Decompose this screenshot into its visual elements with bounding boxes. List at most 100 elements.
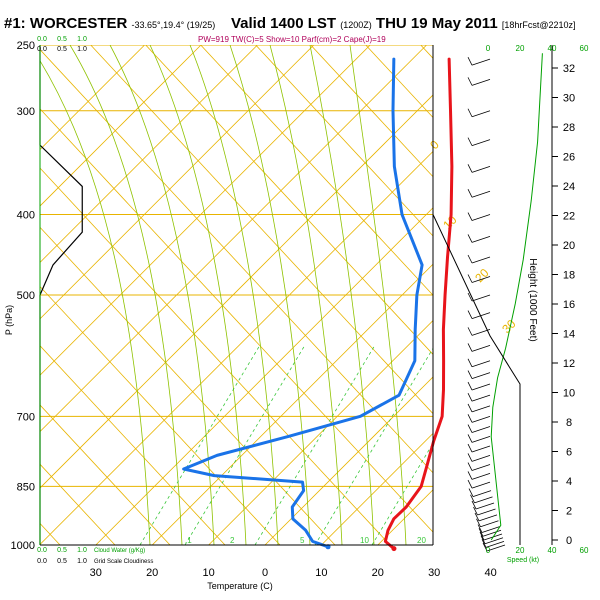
dry-adiabat bbox=[365, 45, 433, 119]
mixing-ratio-line bbox=[184, 344, 306, 545]
temperature-tick-label: 0 bbox=[262, 567, 268, 579]
wind-barb-flag bbox=[480, 535, 486, 544]
speed-axis-label: Speed (kt) bbox=[507, 557, 539, 564]
valid-time: Valid 1400 LST (1200Z) THU 19 May 2011 [… bbox=[231, 15, 576, 32]
wind-barb-flag bbox=[467, 462, 473, 471]
isotherm-line bbox=[40, 45, 145, 151]
pressure-tick-label: 700 bbox=[17, 411, 35, 423]
isotherm-line bbox=[547, 45, 600, 545]
wind-barb-flag bbox=[467, 381, 473, 391]
height-axis-label: Height (1000 Feet) bbox=[527, 258, 538, 341]
wind-barb-flag bbox=[467, 392, 473, 402]
wind-barb bbox=[471, 436, 491, 443]
dewpoint-line bbox=[182, 57, 424, 549]
wind-barb bbox=[471, 78, 491, 86]
height-tick-label: 10 bbox=[563, 388, 575, 400]
moist-adiabat bbox=[269, 45, 343, 545]
wind-barb bbox=[481, 526, 501, 533]
y-axis-label: P (hPa) bbox=[4, 305, 14, 335]
speed-tick-label: 20 bbox=[516, 546, 525, 555]
mixing-ratio-line bbox=[139, 344, 261, 545]
wind-barb bbox=[471, 464, 491, 471]
speed-tick-label: 20 bbox=[516, 44, 525, 53]
pressure-tick-label: 400 bbox=[17, 210, 35, 222]
wind-barb bbox=[471, 372, 491, 379]
wind-barb bbox=[471, 256, 491, 264]
height-tick-label: 6 bbox=[566, 447, 572, 459]
station-title: #1: WORCESTER -33.65°,19.4° (19/25) bbox=[4, 15, 215, 32]
wind-barb-flag bbox=[471, 500, 477, 510]
dry-adiabat bbox=[40, 285, 281, 545]
wind-barb-flag bbox=[467, 108, 473, 117]
cloud-water-label: Cloud Water (g/Kg) bbox=[94, 548, 145, 554]
isotherm-label: 0 bbox=[427, 137, 442, 152]
wind-barb-flag bbox=[467, 274, 473, 283]
dry-adiabat bbox=[90, 45, 433, 415]
height-tick-label: 20 bbox=[563, 240, 575, 252]
isotherm-line bbox=[40, 45, 202, 207]
chart-boundary bbox=[432, 214, 521, 545]
wind-barb bbox=[474, 496, 493, 504]
wind-barb bbox=[472, 490, 492, 497]
dry-adiabat bbox=[40, 226, 336, 545]
height-tick-label: 2 bbox=[566, 506, 572, 518]
dry-adiabat bbox=[200, 45, 433, 296]
cloud-scale-label: 0.5 bbox=[57, 558, 67, 565]
wind-barb bbox=[471, 405, 491, 413]
wind-barb bbox=[471, 110, 491, 118]
height-tick-label: 8 bbox=[566, 417, 572, 429]
wind-barb-flag bbox=[467, 164, 473, 173]
wind-barb bbox=[471, 276, 491, 283]
surface-dewpoint-dot bbox=[325, 544, 331, 550]
wind-barb-flag bbox=[467, 77, 473, 86]
station-name: #1: WORCESTER bbox=[4, 15, 128, 32]
mixing-ratio-label: 2 bbox=[230, 536, 235, 545]
grid-cloudiness-label: Grid Scale Cloudiness bbox=[94, 559, 153, 565]
dry-adiabat bbox=[40, 463, 116, 545]
cloud-scale-label: 1.0 bbox=[77, 46, 87, 53]
wind-barb-flag bbox=[473, 506, 478, 516]
pressure-tick-label: 500 bbox=[17, 290, 35, 302]
moist-adiabat bbox=[229, 45, 311, 545]
wind-barb bbox=[486, 544, 506, 552]
isotherm-line bbox=[40, 45, 258, 263]
valid-date: THU 19 May 2011 bbox=[375, 15, 498, 32]
moist-adiabat bbox=[189, 45, 279, 545]
wind-barb bbox=[471, 455, 491, 462]
pressure-tick-label: 300 bbox=[17, 106, 35, 118]
temperature-tick-label: 40 bbox=[484, 567, 496, 579]
wind-barb-flag bbox=[470, 494, 475, 504]
isotherm-line bbox=[321, 432, 433, 545]
wind-barb-flag bbox=[468, 488, 474, 497]
cloud-scale-label: 0.0 bbox=[37, 558, 47, 565]
wind-barb-flag bbox=[467, 327, 473, 336]
wind-barb-flag bbox=[467, 403, 473, 413]
moist-adiabat bbox=[40, 60, 151, 545]
wind-barb-flag bbox=[476, 518, 481, 527]
wind-barb bbox=[471, 383, 491, 391]
wind-barb-flag bbox=[477, 524, 483, 533]
pressure-tick-label: 250 bbox=[17, 40, 35, 52]
cloud-scale-label: 0.0 bbox=[37, 547, 47, 554]
height-tick-label: 24 bbox=[563, 181, 575, 193]
wind-barb-flag bbox=[467, 471, 473, 480]
wind-barb bbox=[477, 508, 496, 516]
chart-axes bbox=[39, 45, 553, 546]
wind-barb bbox=[482, 529, 502, 537]
moist-adiabat bbox=[109, 45, 215, 545]
surface-temperature-dot bbox=[391, 546, 397, 552]
wind-profile bbox=[467, 53, 543, 552]
height-tick-label: 0 bbox=[566, 535, 572, 547]
height-tick-label: 28 bbox=[563, 122, 575, 134]
wind-barb bbox=[471, 190, 491, 198]
moist-adiabat bbox=[349, 45, 407, 545]
isotherm-line bbox=[40, 150, 433, 545]
moist-adiabat bbox=[69, 45, 183, 545]
cloud-scale-label: 0.5 bbox=[57, 36, 67, 43]
wind-barb bbox=[471, 481, 491, 489]
wind-barb-flag bbox=[467, 56, 473, 66]
isotherm-label: 20 bbox=[472, 266, 492, 286]
wind-barb bbox=[475, 502, 495, 510]
